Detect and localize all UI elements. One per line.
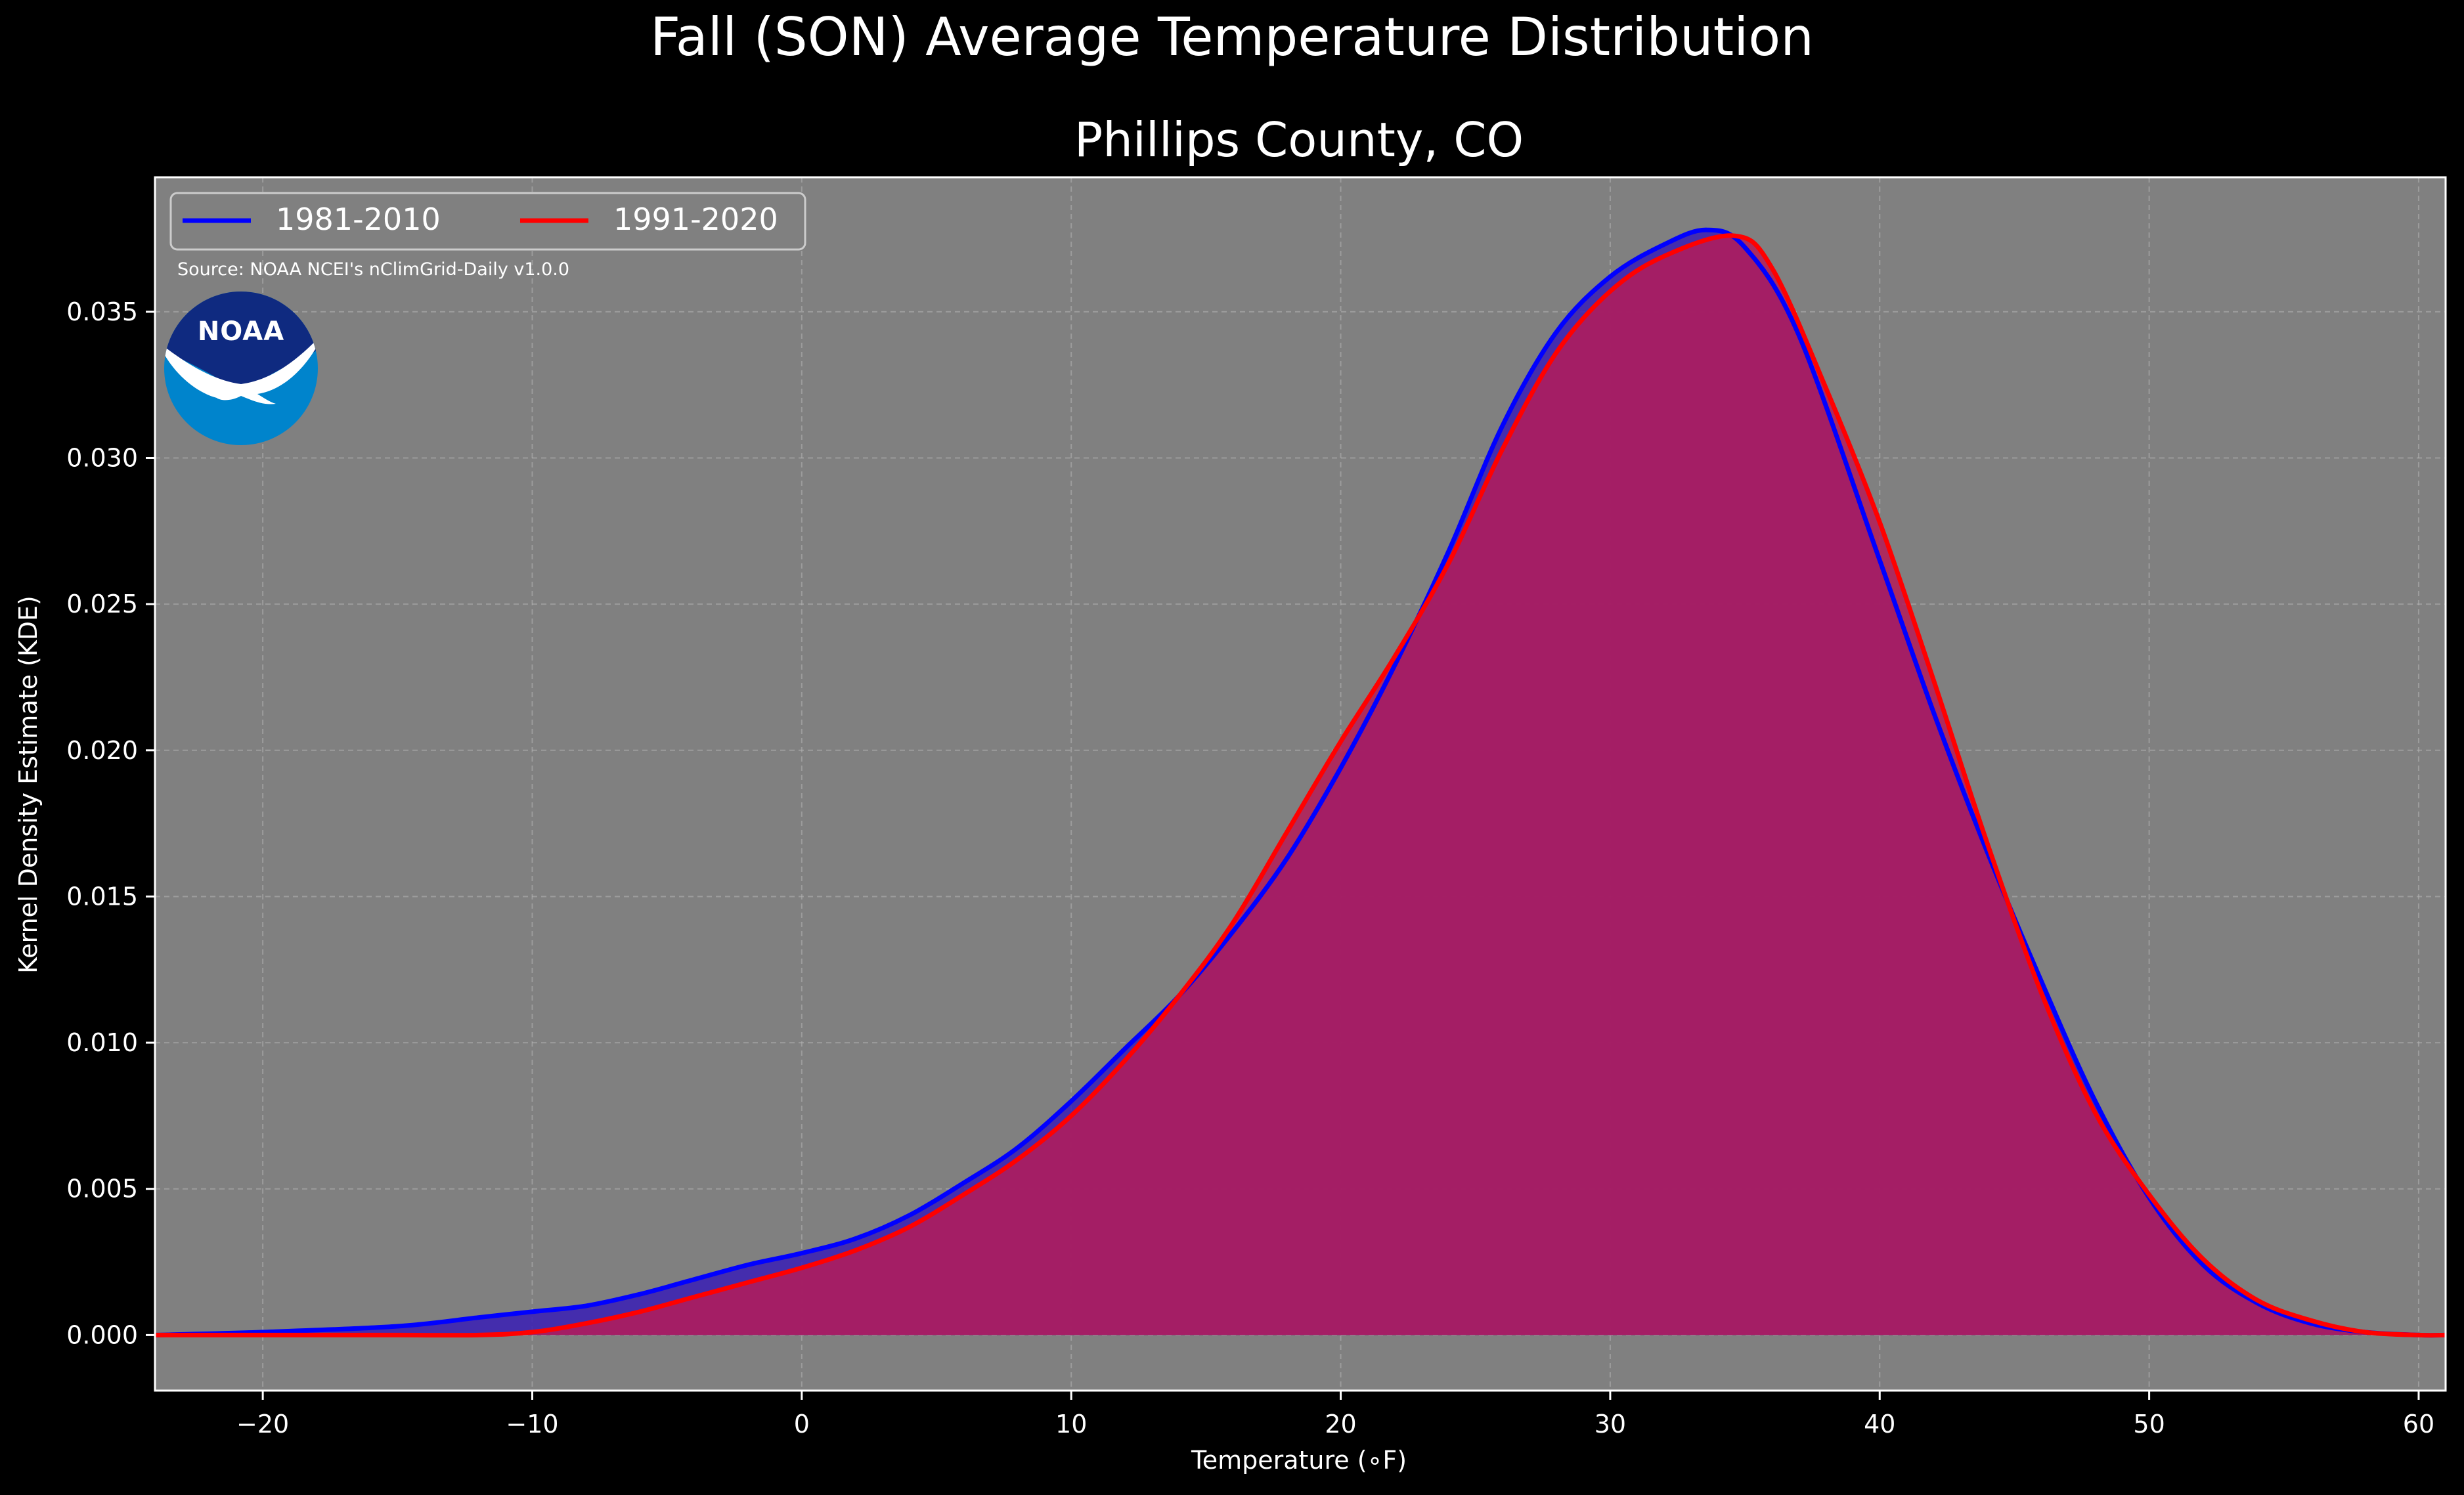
x-axis-ticks: −20 −10 0 10 20 30 40 50 60 — [236, 1391, 2434, 1439]
x-tick-label: 30 — [1595, 1410, 1626, 1439]
noaa-logo: NOAA — [164, 292, 318, 445]
x-tick-label: 50 — [2133, 1410, 2165, 1439]
legend-label-1991-2020: 1991-2020 — [613, 202, 778, 237]
series-lines — [154, 227, 2446, 1338]
y-tick-label: 0.015 — [66, 882, 138, 911]
x-tick-label: −20 — [236, 1410, 289, 1439]
legend-box — [169, 192, 806, 251]
line-1981-2010 — [154, 227, 2446, 1338]
line-1991-2020 — [154, 233, 2446, 1338]
y-tick-label: 0.020 — [66, 736, 138, 765]
x-tick-label: −10 — [506, 1410, 558, 1439]
y-tick-label: 0.005 — [66, 1175, 138, 1203]
y-tick-label: 0.030 — [66, 443, 138, 472]
noaa-logo-text: NOAA — [198, 316, 284, 347]
plot-frame — [154, 176, 2447, 1392]
noaa-logo-top — [164, 292, 318, 394]
chart-suptitle: Fall (SON) Average Temperature Distribut… — [650, 7, 1814, 68]
legend-label-1981-2010: 1981-2010 — [276, 202, 441, 237]
x-axis-label: Temperature (∘F) — [1191, 1446, 1407, 1475]
x-tick-label: 20 — [1325, 1410, 1356, 1439]
chart-title: Phillips County, CO — [1074, 112, 1524, 167]
y-tick-label: 0.000 — [66, 1320, 138, 1349]
x-tick-label: 40 — [1864, 1410, 1895, 1439]
legend: 1981-2010 1991-2020 — [169, 192, 806, 251]
x-tick-label: 60 — [2403, 1410, 2434, 1439]
y-tick-label: 0.035 — [66, 297, 138, 326]
y-tick-label: 0.025 — [66, 590, 138, 618]
noaa-logo-gull-icon — [164, 332, 318, 404]
y-axis-label: Kernel Density Estimate (KDE) — [14, 596, 43, 974]
x-tick-label: 10 — [1055, 1410, 1087, 1439]
plot-area — [154, 176, 2447, 1392]
y-tick-label: 0.010 — [66, 1028, 138, 1057]
y-axis-ticks: 0.000 0.005 0.010 0.015 0.020 0.025 0.030 0.035 — [66, 297, 155, 1349]
source-note: Source: NOAA NCEI's nClimGrid-Daily v1.0… — [177, 259, 569, 280]
x-tick-label: 0 — [794, 1410, 810, 1439]
